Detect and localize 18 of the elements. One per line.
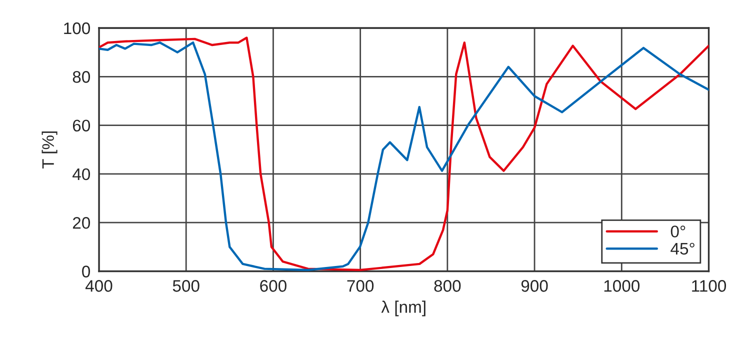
x-tick-label: 400	[85, 280, 112, 292]
x-axis-title: λ [nm]	[381, 300, 426, 316]
x-tick-label: 600	[260, 280, 286, 292]
y-tick-label: 40	[72, 168, 90, 180]
y-tick-label: 60	[72, 120, 90, 132]
y-tick-label: 0	[82, 266, 90, 278]
y-axis-title: T [%]	[42, 132, 58, 169]
y-tick-label: 100	[64, 22, 90, 34]
legend-label: 0°	[670, 226, 686, 238]
x-tick-label: 800	[434, 280, 461, 292]
x-tick-label: 900	[521, 280, 548, 292]
y-tick-label: 80	[72, 71, 90, 83]
y-tick-label: 20	[72, 217, 90, 229]
x-tick-label: 1100	[692, 280, 726, 292]
x-tick-label: 700	[347, 280, 374, 292]
x-tick-label: 500	[172, 280, 200, 292]
legend-label: 45°	[670, 242, 694, 255]
x-tick-label: 1000	[604, 280, 640, 292]
